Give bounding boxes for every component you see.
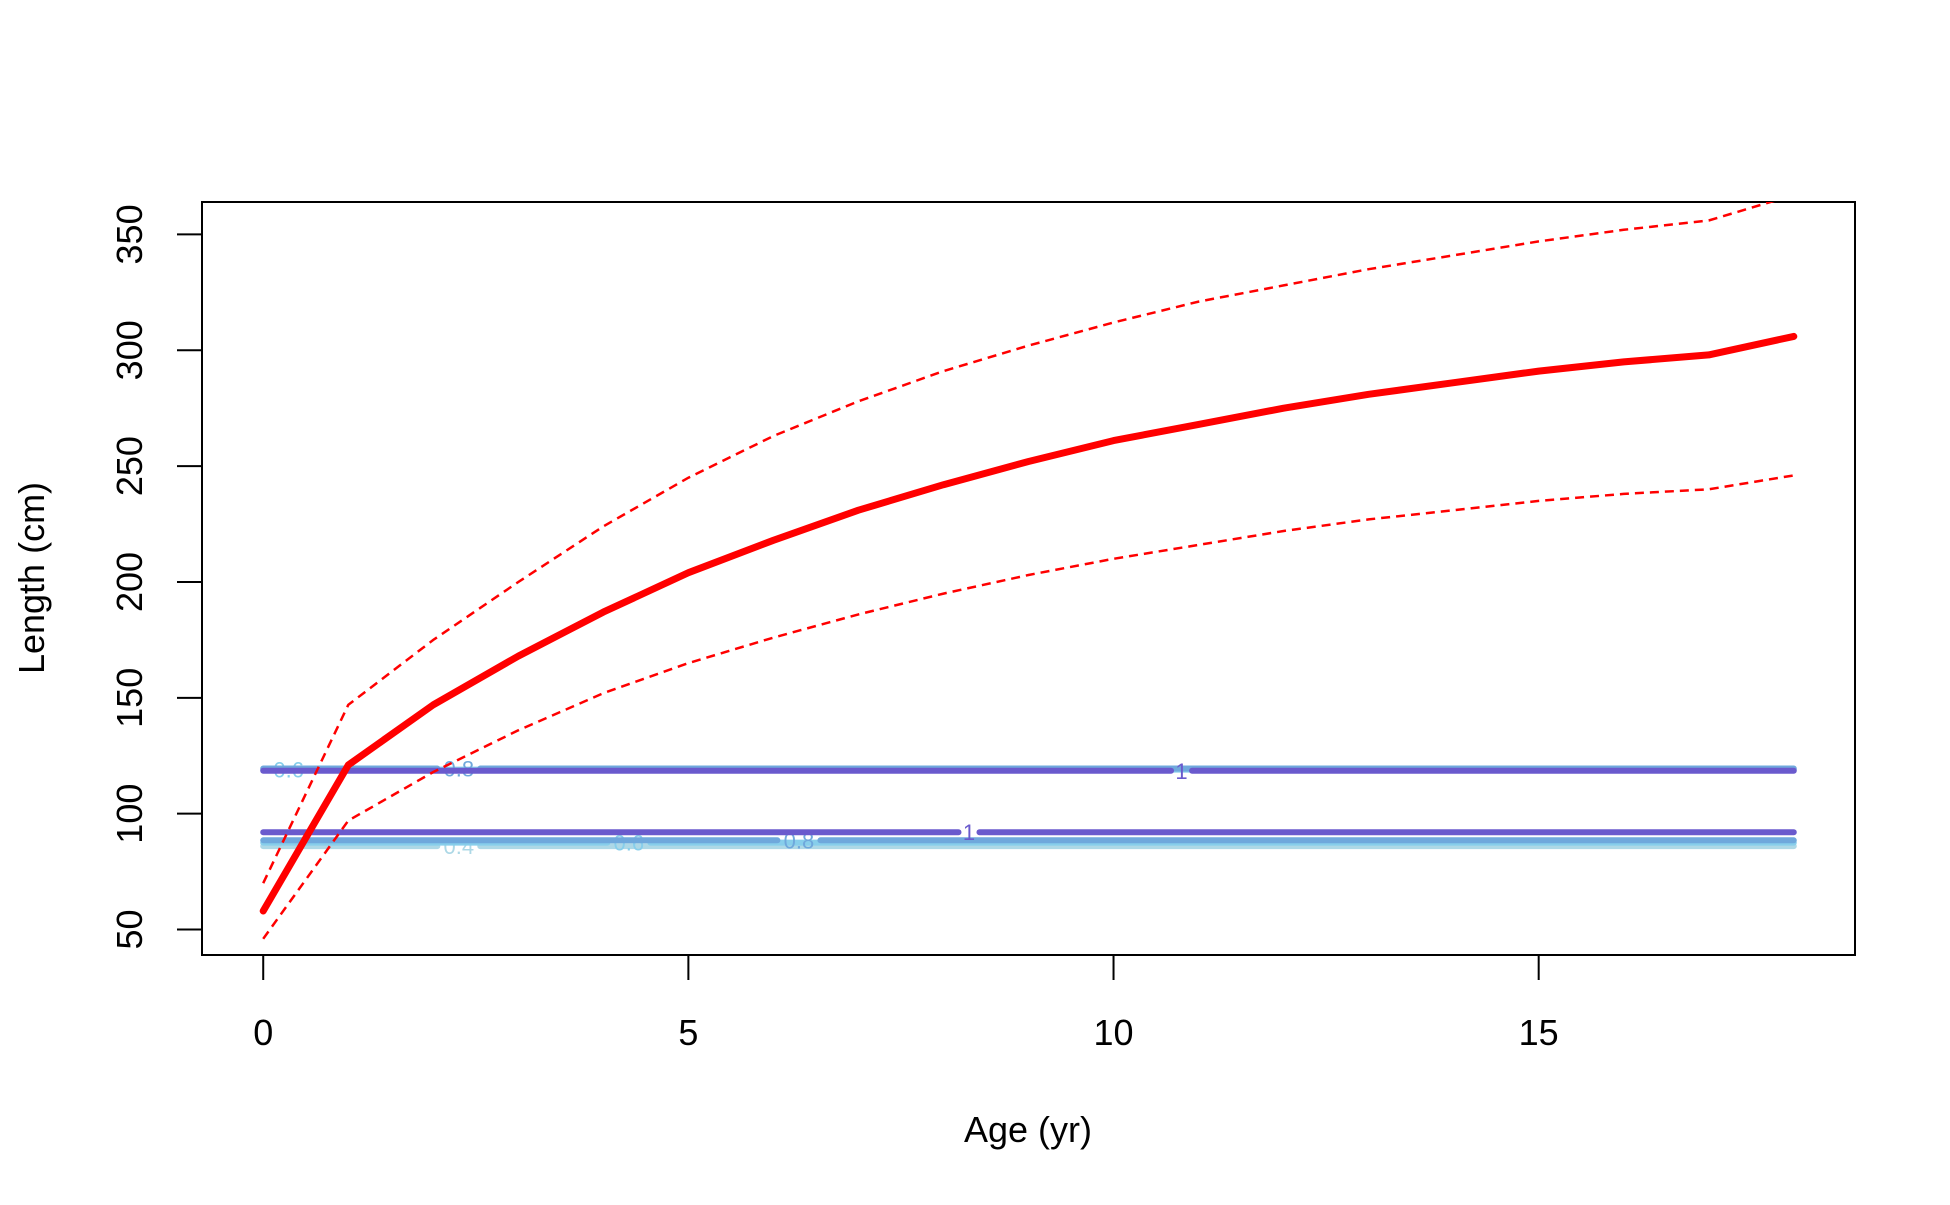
x-tick-label: 0 xyxy=(253,1012,273,1053)
y-tick-label: 200 xyxy=(109,552,150,612)
growth-curves xyxy=(259,202,1798,940)
x-axis: 0 5 10 15 xyxy=(253,954,1559,1053)
lower-bound-line xyxy=(262,474,1795,940)
y-axis-title: Length (cm) xyxy=(11,482,52,674)
y-tick-label: 350 xyxy=(109,204,150,264)
y-tick-label: 100 xyxy=(109,784,150,844)
mean-length-line xyxy=(259,332,1798,915)
contour-lines: 0.60.810.40.60.81 xyxy=(260,756,1797,859)
y-tick-label: 300 xyxy=(109,320,150,380)
x-tick-label: 15 xyxy=(1519,1012,1559,1053)
contour-label: 1 xyxy=(963,820,975,845)
x-axis-title: Age (yr) xyxy=(964,1109,1092,1150)
x-tick-label: 5 xyxy=(678,1012,698,1053)
upper-bound-line xyxy=(262,202,1775,884)
contour-label: 1 xyxy=(1175,759,1187,784)
x-tick-label: 10 xyxy=(1094,1012,1134,1053)
y-tick-label: 50 xyxy=(109,909,150,949)
y-axis: 50 100 150 200 250 300 350 xyxy=(109,204,203,950)
y-tick-label: 250 xyxy=(109,436,150,496)
y-tick-label: 150 xyxy=(109,668,150,728)
